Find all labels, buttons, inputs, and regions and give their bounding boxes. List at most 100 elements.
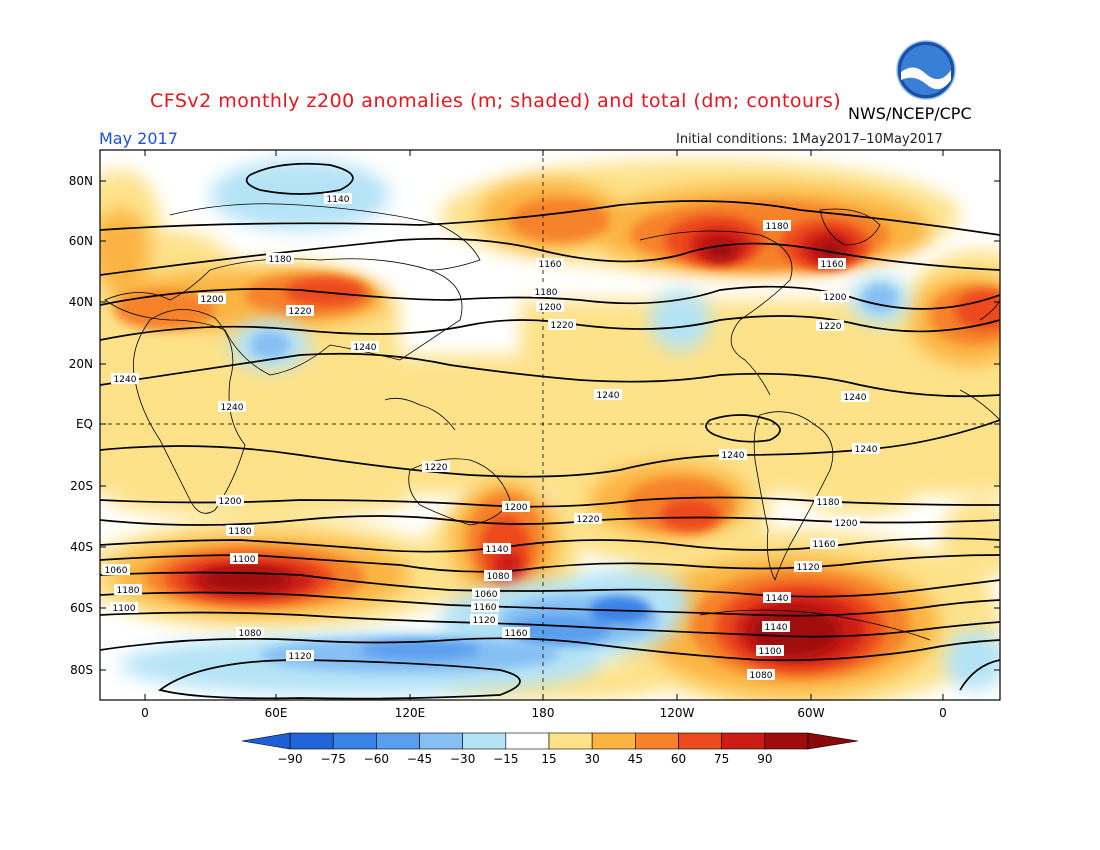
- svg-text:1100: 1100: [759, 647, 782, 657]
- contour-label: 1080: [236, 627, 264, 639]
- lon-label: 60W: [797, 706, 824, 720]
- lon-label: 180: [532, 706, 555, 720]
- map-frame: [99, 149, 1001, 701]
- contour-label: 1180: [226, 525, 254, 537]
- contour-label: 1220: [574, 513, 602, 525]
- svg-text:1060: 1060: [105, 566, 128, 576]
- colorbar-segment: [764, 732, 809, 750]
- colorbar-segment: [721, 732, 766, 750]
- svg-text:1200: 1200: [201, 295, 224, 305]
- contour-label: 1160: [536, 258, 564, 270]
- svg-text:1120: 1120: [289, 652, 312, 662]
- contour-label: 1220: [816, 320, 844, 332]
- svg-text:1140: 1140: [766, 594, 789, 604]
- lat-label: 20S: [70, 479, 93, 493]
- contour-label: 1220: [548, 319, 576, 331]
- svg-text:1200: 1200: [505, 503, 528, 513]
- contour-label: 1100: [110, 602, 138, 614]
- colorbar-tick-label: 75: [714, 752, 729, 766]
- colorbar-tick-label: −90: [277, 752, 302, 766]
- contour-label: 1120: [794, 561, 822, 573]
- contour-label: 1240: [218, 401, 246, 413]
- svg-text:1180: 1180: [117, 586, 140, 596]
- colorbar-segment: [635, 732, 679, 750]
- colorbar-min-arrow: [241, 732, 291, 750]
- svg-text:1240: 1240: [221, 403, 244, 413]
- svg-text:1200: 1200: [835, 519, 858, 529]
- svg-text:1180: 1180: [269, 255, 292, 265]
- contour-label: 1120: [286, 650, 314, 662]
- colorbar-tick-label: −15: [493, 752, 518, 766]
- contour-label: 1120: [470, 614, 498, 626]
- colorbar-tick-label: 45: [628, 752, 643, 766]
- lat-label: EQ: [76, 417, 93, 431]
- colorbar-tick-label: −60: [364, 752, 389, 766]
- svg-text:1220: 1220: [289, 307, 312, 317]
- contour-label: 1160: [818, 258, 846, 270]
- contour-label: 1240: [111, 373, 139, 385]
- contour-label: 1220: [422, 461, 450, 473]
- contour-label: 1060: [472, 588, 500, 600]
- svg-text:1180: 1180: [817, 498, 840, 508]
- colorbar-tick-label: 30: [585, 752, 600, 766]
- contour-label: 1160: [471, 601, 499, 613]
- svg-text:1160: 1160: [821, 260, 844, 270]
- contour-label: 1240: [351, 341, 379, 353]
- svg-text:1240: 1240: [722, 451, 745, 461]
- colorbar-tick-label: −75: [321, 752, 346, 766]
- map-title: CFSv2 monthly z200 anomalies (m; shaded)…: [150, 90, 842, 112]
- lon-label: 0: [939, 706, 947, 720]
- svg-text:1080: 1080: [239, 629, 262, 639]
- colorbar-tick-label: 90: [757, 752, 772, 766]
- initial-conditions-label: Initial conditions: 1May2017–10May2017: [676, 132, 943, 147]
- contour-label: 1060: [102, 564, 130, 576]
- colorbar-tick-label: −45: [407, 752, 432, 766]
- colorbar-tick-label: 15: [541, 752, 556, 766]
- contour-label: 1200: [536, 301, 564, 313]
- colorbar-segment: [505, 732, 550, 750]
- svg-text:1200: 1200: [219, 497, 242, 507]
- contour-label: 1180: [763, 220, 791, 232]
- contour-label: 1140: [762, 621, 790, 633]
- svg-text:1120: 1120: [797, 563, 820, 573]
- svg-text:1240: 1240: [855, 445, 878, 455]
- svg-text:1240: 1240: [844, 393, 867, 403]
- lon-label: 120W: [660, 706, 695, 720]
- contour-label: 1180: [266, 253, 294, 265]
- colorbar-segment: [548, 732, 593, 750]
- contour-label: 1240: [594, 389, 622, 401]
- svg-text:1220: 1220: [551, 321, 574, 331]
- lat-label: 20N: [69, 357, 93, 371]
- contour-label: 1220: [286, 305, 314, 317]
- contour-label: 1140: [324, 193, 352, 205]
- svg-text:1180: 1180: [766, 222, 789, 232]
- contour-label: 1240: [852, 443, 880, 455]
- contour-label: 1180: [114, 584, 142, 596]
- colorbar-max-arrow: [807, 732, 859, 750]
- contour-label: 1080: [747, 669, 775, 681]
- svg-text:1240: 1240: [114, 375, 137, 385]
- colorbar-segment: [678, 732, 722, 750]
- colorbar: −90 −75 −60 −45 −30 −15 15 30 45 60 75 90: [241, 732, 859, 766]
- coastlines: [104, 203, 1000, 641]
- svg-text:1220: 1220: [819, 322, 842, 332]
- contour-label: 1240: [841, 391, 869, 403]
- lon-label: 0: [141, 706, 149, 720]
- agency-label: NWS/NCEP/CPC: [848, 104, 972, 123]
- contour-label: 1240: [719, 449, 747, 461]
- colorbar-tick-label: 60: [671, 752, 686, 766]
- contour-label: 1160: [502, 627, 530, 639]
- colorbar-segment: [289, 732, 334, 750]
- svg-text:1160: 1160: [539, 260, 562, 270]
- lat-label: 80N: [69, 174, 93, 188]
- contour-label: 1140: [763, 592, 791, 604]
- period-label: May 2017: [99, 129, 178, 148]
- svg-text:1100: 1100: [233, 555, 256, 565]
- svg-text:1140: 1140: [327, 195, 350, 205]
- colorbar-segment: [376, 732, 420, 750]
- svg-text:1060: 1060: [475, 590, 498, 600]
- svg-text:1160: 1160: [505, 629, 528, 639]
- contour-label: 1200: [821, 291, 849, 303]
- contour-label: 1080: [484, 570, 512, 582]
